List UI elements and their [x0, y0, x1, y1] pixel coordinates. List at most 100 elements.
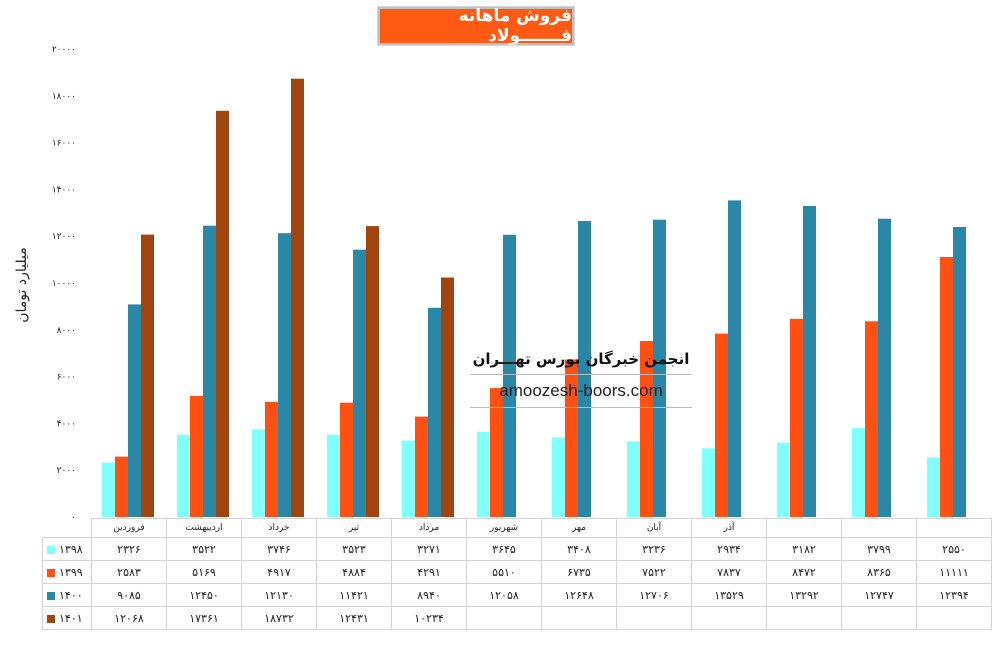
bar [715, 333, 728, 517]
legend-key [47, 545, 55, 554]
data-cell: ۱۰۲۳۴ [391, 606, 467, 630]
bar [102, 462, 115, 517]
watermark: انجمن خبرگان بورس تهـــران amoozesh-boor… [470, 350, 692, 408]
bar [878, 218, 891, 517]
bar [627, 441, 640, 517]
data-cell: ۴۹۱۷ [241, 560, 317, 584]
bar [927, 457, 940, 517]
watermark-url: amoozesh-boors.com [470, 375, 692, 408]
data-cell: ۳۶۴۵ [466, 537, 542, 561]
data-cell: ۱۲۷۴۷ [841, 583, 917, 607]
y-axis-ticks: ۰ ۲۰۰۰ ۴۰۰۰ ۶۰۰۰ ۸۰۰۰ ۱۰۰۰۰ ۱۲۰۰۰ ۱۴۰۰۰ ۱۶۰۰۰ ۱۸۰… [52, 45, 76, 520]
bar [216, 110, 229, 518]
data-cell: ۳۷۴۶ [241, 537, 317, 561]
category-label: خرداد [241, 518, 317, 538]
bar [728, 200, 741, 517]
category-label: آذر [691, 518, 767, 538]
data-cell: ۶۷۳۵ [541, 560, 617, 584]
data-cell: ۱۲۴۵۰ [166, 583, 242, 607]
legend-entry: ۱۳۹۹ [42, 560, 92, 584]
category-label: شهریور [466, 518, 542, 538]
data-cell [466, 606, 542, 630]
data-cell: ۱۳۲۹۲ [766, 583, 842, 607]
data-cell: ۱۲۱۳۰ [241, 583, 317, 607]
bar [366, 226, 379, 517]
legend-key [47, 614, 55, 623]
bar [503, 234, 516, 518]
bar [128, 304, 141, 517]
bar [953, 227, 966, 517]
bar [552, 437, 565, 517]
table-header-row: فروردین اردیبهشت خرداد تیر مرداد شهریور مهر آبا… [43, 518, 992, 538]
bar [190, 396, 203, 517]
table-row: ۱۳۹۸ ۲۳۲۶ ۳۵۲۲ ۳۷۴۶ ۳۵۲۳ ۳۲۷۱ ۳۶۴۵ ۳۴۰۸ ۳۲۳۶ ۲۹۳۴… [42, 537, 992, 561]
bar [353, 249, 366, 517]
bar [177, 434, 190, 517]
table-row: ۱۴۰۰ ۹۰۸۵ ۱۲۴۵۰ ۱۲۱۳۰ ۱۱۴۲۱ ۸۹۴۰ ۱۲۰۵۸ ۱۲۶۴۸ ۱۲۷… [42, 583, 992, 607]
bar [865, 321, 878, 517]
data-cell: ۱۲۳۹۴ [916, 583, 992, 607]
data-cell: ۳۵۲۲ [166, 537, 242, 561]
data-cell: ۹۰۸۵ [91, 583, 167, 607]
data-cell: ۸۳۶۵ [841, 560, 917, 584]
data-cell: ۱۲۷۰۶ [616, 583, 692, 607]
category-label [916, 518, 992, 538]
table-corner [43, 519, 92, 538]
data-cell: ۵۵۱۰ [466, 560, 542, 584]
bar [252, 429, 265, 517]
data-cell [766, 606, 842, 630]
data-cell: ۲۵۵۰ [916, 537, 992, 561]
data-cell: ۴۲۹۱ [391, 560, 467, 584]
category-label: آبان [616, 518, 692, 538]
bar [327, 434, 340, 517]
data-cell [916, 606, 992, 630]
bar-chart: ۰ ۲۰۰۰ ۴۰۰۰ ۶۰۰۰ ۸۰۰۰ ۱۰۰۰۰ ۱۲۰۰۰ ۱۴۰۰۰ ۱۶۰۰۰ ۱۸۰… [14, 45, 966, 520]
data-cell: ۲۳۲۶ [91, 537, 167, 561]
bar [803, 206, 816, 517]
data-cell: ۳۲۳۶ [616, 537, 692, 561]
series-name: ۱۴۰۰ [59, 588, 83, 602]
data-cell: ۸۹۴۰ [391, 583, 467, 607]
bar [203, 225, 216, 517]
bar [702, 448, 715, 517]
data-cell [841, 606, 917, 630]
data-cell: ۷۸۳۷ [691, 560, 767, 584]
category-label: مرداد [391, 518, 467, 538]
y-tick-label: ۴۰۰۰ [57, 419, 76, 429]
y-tick-label: ۰ [71, 513, 76, 520]
bar [578, 221, 591, 517]
category-label: اردیبهشت [166, 518, 242, 538]
data-cell [541, 606, 617, 630]
series-name: ۱۴۰۱ [59, 611, 83, 625]
y-tick-label: ۶۰۰۰ [57, 373, 76, 383]
data-cell: ۱۲۶۴۸ [541, 583, 617, 607]
data-cell: ۱۱۱۱۱ [916, 560, 992, 584]
bar [278, 233, 291, 517]
data-cell: ۱۳۵۲۹ [691, 583, 767, 607]
table-row: ۱۳۹۹ ۲۵۸۳ ۵۱۶۹ ۴۹۱۷ ۴۸۸۴ ۴۲۹۱ ۵۵۱۰ ۶۷۳۵ ۷۵۲۲ ۷۸۳۷… [42, 560, 992, 584]
table-row: ۱۴۰۱ ۱۲۰۶۸ ۱۷۳۶۱ ۱۸۷۳۲ ۱۲۴۳۱ ۱۰۲۳۴ [42, 606, 992, 630]
series-name: ۱۳۹۸ [59, 542, 83, 556]
y-tick-label: ۲۰۰۰۰ [52, 45, 76, 55]
legend-entry: ۱۴۰۰ [42, 583, 92, 607]
y-tick-label: ۱۲۰۰۰ [52, 232, 76, 242]
bar [340, 402, 353, 517]
y-tick-label: ۱۸۰۰۰ [52, 92, 76, 102]
y-axis-label: میلیارد تومان [14, 247, 30, 322]
data-cell: ۵۱۶۹ [166, 560, 242, 584]
bar [777, 442, 790, 517]
bar [565, 359, 578, 517]
bar [402, 440, 415, 517]
data-cell: ۴۸۸۴ [316, 560, 392, 584]
data-cell: ۳۲۷۱ [391, 537, 467, 561]
data-cell: ۱۲۴۳۱ [316, 606, 392, 630]
data-cell: ۱۲۰۵۸ [466, 583, 542, 607]
bars [102, 78, 966, 518]
data-cell: ۲۹۳۴ [691, 537, 767, 561]
bar [415, 416, 428, 517]
category-label: تیر [316, 518, 392, 538]
bar [653, 219, 666, 517]
bar [141, 234, 154, 517]
data-cell: ۱۸۷۳۲ [241, 606, 317, 630]
data-table: فروردین اردیبهشت خرداد تیر مرداد شهریور مهر آبا… [42, 518, 992, 630]
